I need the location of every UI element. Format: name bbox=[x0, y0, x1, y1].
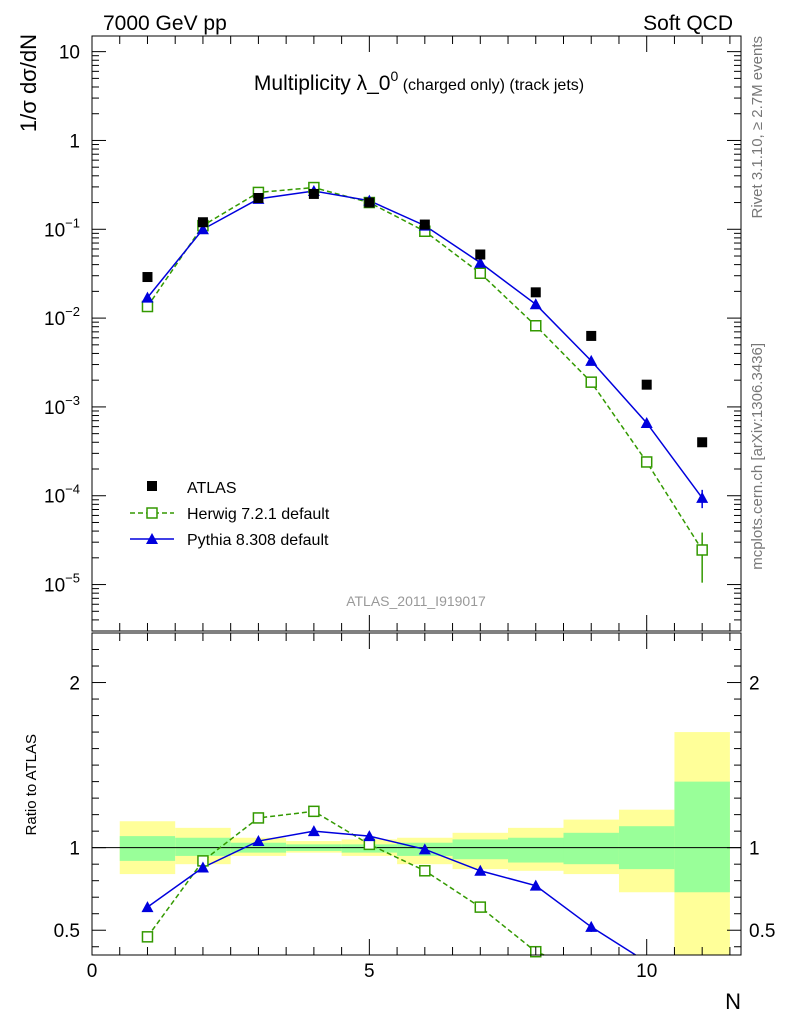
pythia-point bbox=[474, 256, 487, 268]
atlas-point bbox=[475, 249, 486, 260]
atlas-point bbox=[197, 217, 208, 228]
y-tick-label: 10−4 bbox=[44, 482, 80, 508]
green-band bbox=[452, 839, 509, 860]
ratio-y-tick-label-right: 2 bbox=[749, 674, 760, 695]
main-y-axis: 10 1 10−1 10−2 10−3 10−4 10−5 bbox=[44, 36, 741, 632]
pythia-ratio-point bbox=[363, 830, 376, 842]
pythia-point bbox=[585, 354, 598, 366]
atlas-point bbox=[253, 192, 264, 203]
pythia-ratio-point bbox=[196, 861, 209, 873]
main-title-sup: 0 bbox=[390, 68, 398, 84]
pythia-ratio-point bbox=[474, 864, 487, 876]
y-tick-label: 10−3 bbox=[44, 393, 80, 419]
green-band bbox=[508, 837, 564, 863]
x-tick-label: 5 bbox=[364, 961, 375, 982]
legend-herwig-marker bbox=[146, 507, 158, 519]
herwig-point bbox=[474, 267, 487, 279]
herwig-ratio-point bbox=[474, 901, 487, 913]
pythia-point bbox=[640, 416, 653, 428]
atlas-point bbox=[697, 437, 708, 448]
y-tick-label: 10−1 bbox=[44, 215, 80, 241]
pythia-ratio-point bbox=[307, 825, 320, 837]
main-panel: 10 1 10−1 10−2 10−3 10−4 10−5 1/σ dσ/dN Multip… bbox=[16, 34, 742, 632]
atlas-point bbox=[308, 188, 319, 199]
legend-atlas-marker bbox=[147, 481, 157, 491]
pythia-point bbox=[196, 223, 209, 235]
rivet-side-label: Rivet 3.1.10, ≥ 2.7M events bbox=[749, 36, 766, 219]
atlas-point bbox=[641, 379, 652, 390]
green-band bbox=[563, 832, 619, 865]
ratio-bands bbox=[92, 732, 741, 955]
green-band bbox=[119, 836, 176, 861]
herwig-point bbox=[640, 456, 653, 468]
pythia-point bbox=[141, 291, 154, 303]
pythia-ratio-point bbox=[529, 879, 542, 891]
header-right: Soft QCD bbox=[643, 12, 733, 35]
main-title-suffix: (charged only) (track jets) bbox=[403, 77, 584, 94]
legend-pythia-label: Pythia 8.308 default bbox=[187, 532, 329, 549]
herwig-ratio-point bbox=[419, 865, 431, 877]
main-plot-frame bbox=[91, 35, 742, 632]
ratio-plot-frame bbox=[91, 632, 742, 956]
ratio-y-tick-label: 1 bbox=[69, 839, 80, 860]
herwig-point bbox=[530, 320, 542, 332]
main-title-main: Multiplicity λ_0 bbox=[254, 72, 391, 95]
atlas-point bbox=[364, 197, 375, 208]
atlas-point bbox=[586, 330, 597, 341]
pythia-ratio-point bbox=[418, 843, 431, 855]
x-tick-label: 10 bbox=[636, 961, 657, 982]
ratio-y-tick-label: 2 bbox=[69, 674, 80, 695]
pythia-ratio-point bbox=[141, 901, 154, 913]
pythia-series-line bbox=[146, 190, 703, 499]
y-tick-label: 10−5 bbox=[44, 571, 80, 597]
header-left: 7000 GeV pp bbox=[103, 12, 227, 35]
atlas-point bbox=[142, 272, 153, 283]
pythia-point bbox=[696, 491, 709, 503]
x-axis-label: N bbox=[725, 989, 741, 1014]
herwig-point bbox=[696, 544, 708, 556]
ratio-panel: 0.5 0.5 1 1 2 2 0 5 10 Ratio to ATLAS N bbox=[23, 632, 775, 1014]
ratio-axes: 0.5 0.5 1 1 2 2 0 5 10 bbox=[54, 633, 775, 982]
pythia-ratio-point bbox=[585, 920, 598, 932]
green-band bbox=[674, 781, 730, 893]
y-tick-label: 1 bbox=[69, 131, 80, 152]
x-tick-label: 0 bbox=[87, 961, 98, 982]
legend-herwig-label: Herwig 7.2.1 default bbox=[187, 506, 330, 523]
herwig-point bbox=[585, 376, 597, 388]
ratio-series-layer bbox=[141, 805, 637, 958]
y-tick-label: 10−2 bbox=[44, 304, 80, 330]
herwig-ratio-point bbox=[141, 931, 154, 943]
main-y-axis-label: 1/σ dσ/dN bbox=[16, 34, 41, 132]
watermark: ATLAS_2011_I919017 bbox=[346, 593, 486, 609]
herwig-point bbox=[141, 300, 154, 313]
ratio-y-tick-label-right: 0.5 bbox=[749, 921, 775, 942]
atlas-point bbox=[419, 219, 430, 230]
mcplots-side-label: mcplots.cern.ch [arXiv:1306.3436] bbox=[749, 343, 766, 570]
y-tick-label: 10 bbox=[59, 43, 80, 64]
main-series-layer bbox=[141, 181, 709, 583]
ratio-y-tick-label-right: 1 bbox=[749, 839, 760, 860]
atlas-point bbox=[530, 287, 541, 298]
pythia-ratio-point bbox=[252, 835, 265, 847]
ratio-y-tick-label: 0.5 bbox=[54, 921, 80, 942]
herwig-ratio-point bbox=[252, 812, 265, 824]
legend-atlas-label: ATLAS bbox=[187, 480, 237, 497]
main-title: Multiplicity λ_00 (charged only) (track … bbox=[254, 68, 584, 95]
pythia-ratio-line bbox=[147, 830, 637, 956]
pythia-point bbox=[529, 298, 542, 310]
ratio-y-axis-label: Ratio to ATLAS bbox=[23, 734, 40, 835]
legend: ATLAS Herwig 7.2.1 default Pythia 8.308 … bbox=[130, 480, 330, 549]
legend-pythia-marker bbox=[146, 533, 158, 544]
herwig-ratio-point bbox=[308, 805, 320, 818]
green-band bbox=[175, 837, 231, 856]
